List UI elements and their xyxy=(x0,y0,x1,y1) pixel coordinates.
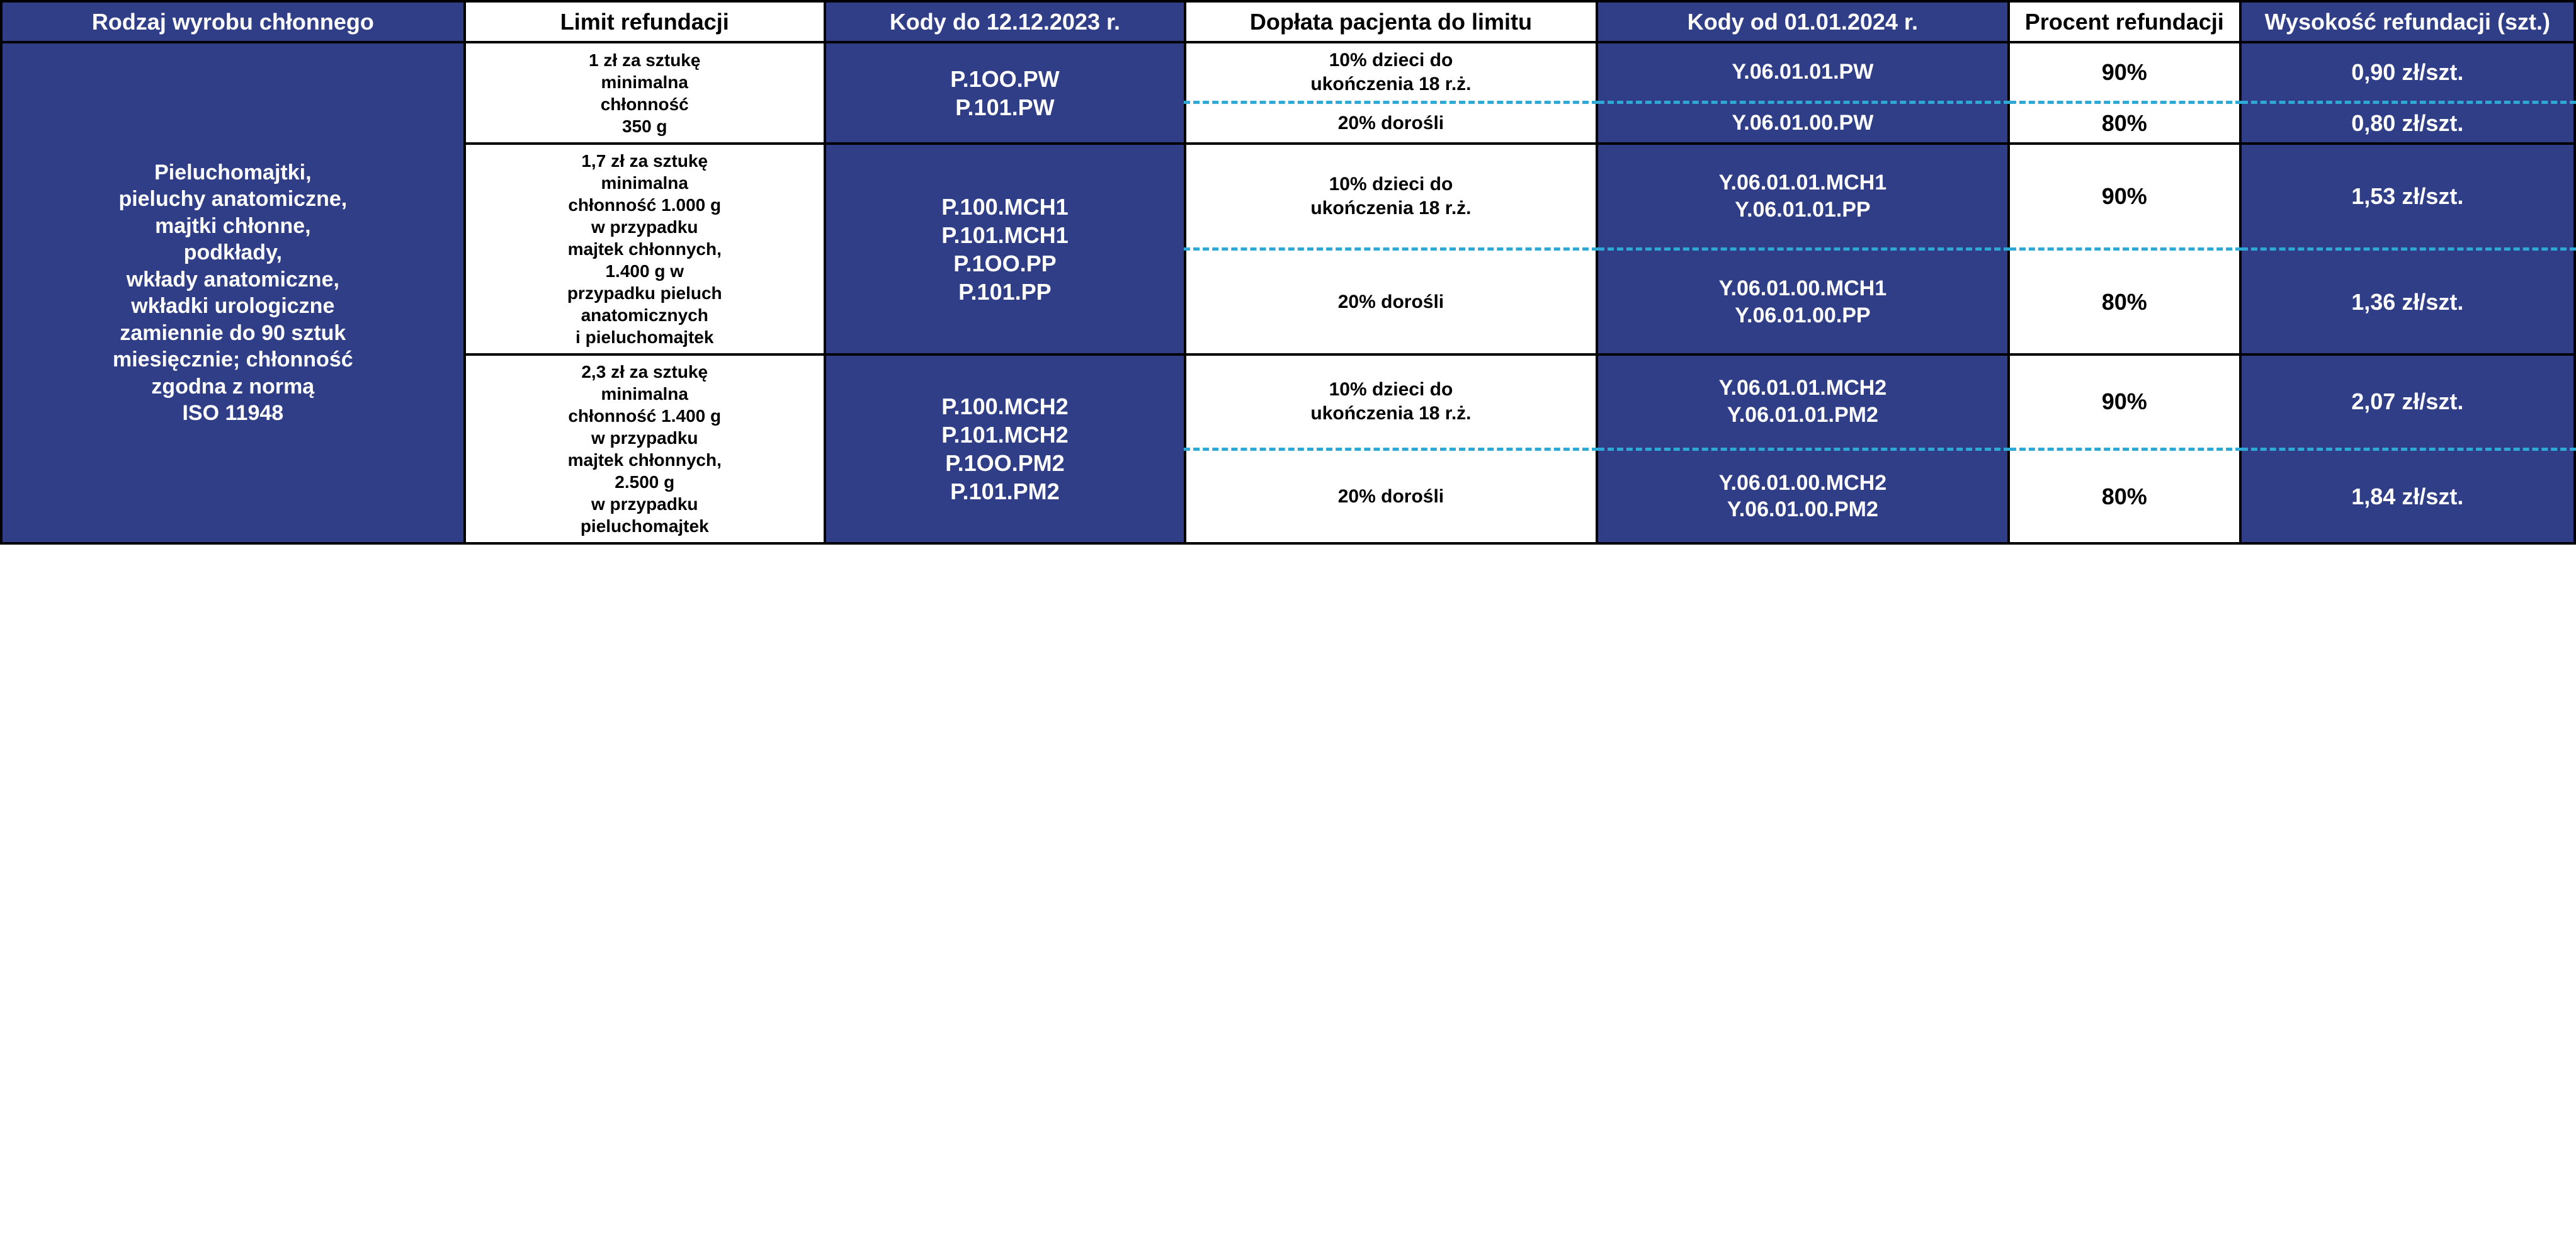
doplata-cell: 20% dorośli xyxy=(1185,449,1597,543)
amount-cell: 0,80 zł/szt. xyxy=(2240,103,2575,144)
amount-cell: 1,84 zł/szt. xyxy=(2240,449,2575,543)
codes-new-cell: Y.06.01.01.MCH2 Y.06.01.01.PM2 xyxy=(1597,354,2009,449)
doplata-cell: 10% dzieci do ukończenia 18 r.ż. xyxy=(1185,354,1597,449)
codes-new-cell: Y.06.01.01.MCH1 Y.06.01.01.PP xyxy=(1597,144,2009,249)
codes-old-cell: P.100.MCH1 P.101.MCH1 P.1OO.PP P.101.PP xyxy=(825,144,1185,354)
amount-cell: 2,07 zł/szt. xyxy=(2240,354,2575,449)
percent-cell: 80% xyxy=(2009,103,2240,144)
table-row: Pieluchomajtki, pieluchy anatomiczne, ma… xyxy=(1,42,2575,103)
th-percent: Procent refundacji xyxy=(2009,1,2240,42)
doplata-cell: 20% dorośli xyxy=(1185,249,1597,355)
amount-cell: 0,90 zł/szt. xyxy=(2240,42,2575,103)
codes-old-cell: P.1OO.PW P.101.PW xyxy=(825,42,1185,144)
limit-cell: 1 zł za sztukę minimalna chłonność 350 g xyxy=(465,42,825,144)
codes-new-cell: Y.06.01.00.MCH2 Y.06.01.00.PM2 xyxy=(1597,449,2009,543)
codes-new-cell: Y.06.01.00.MCH1 Y.06.01.00.PP xyxy=(1597,249,2009,355)
percent-cell: 90% xyxy=(2009,42,2240,103)
product-type-cell: Pieluchomajtki, pieluchy anatomiczne, ma… xyxy=(1,42,465,543)
codes-new-cell: Y.06.01.00.PW xyxy=(1597,103,2009,144)
table-header-row: Rodzaj wyrobu chłonnego Limit refundacji… xyxy=(1,1,2575,42)
limit-cell: 1,7 zł za sztukę minimalna chłonność 1.0… xyxy=(465,144,825,354)
doplata-cell: 10% dzieci do ukończenia 18 r.ż. xyxy=(1185,42,1597,103)
percent-cell: 80% xyxy=(2009,449,2240,543)
th-limit: Limit refundacji xyxy=(465,1,825,42)
codes-new-cell: Y.06.01.01.PW xyxy=(1597,42,2009,103)
th-codes-old: Kody do 12.12.2023 r. xyxy=(825,1,1185,42)
refund-table: Rodzaj wyrobu chłonnego Limit refundacji… xyxy=(0,0,2576,545)
doplata-cell: 20% dorośli xyxy=(1185,103,1597,144)
amount-cell: 1,36 zł/szt. xyxy=(2240,249,2575,355)
limit-cell: 2,3 zł za sztukę minimalna chłonność 1.4… xyxy=(465,354,825,543)
percent-cell: 90% xyxy=(2009,354,2240,449)
th-amount: Wysokość refundacji (szt.) xyxy=(2240,1,2575,42)
codes-old-cell: P.100.MCH2 P.101.MCH2 P.1OO.PM2 P.101.PM… xyxy=(825,354,1185,543)
percent-cell: 80% xyxy=(2009,249,2240,355)
th-codes-new: Kody od 01.01.2024 r. xyxy=(1597,1,2009,42)
percent-cell: 90% xyxy=(2009,144,2240,249)
th-product: Rodzaj wyrobu chłonnego xyxy=(1,1,465,42)
amount-cell: 1,53 zł/szt. xyxy=(2240,144,2575,249)
doplata-cell: 10% dzieci do ukończenia 18 r.ż. xyxy=(1185,144,1597,249)
th-doplata: Dopłata pacjenta do limitu xyxy=(1185,1,1597,42)
